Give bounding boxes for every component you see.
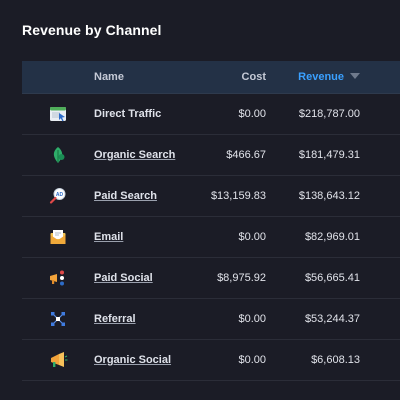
channel-name-link[interactable]: Referral [94,313,136,325]
megaphone-icon [22,350,94,370]
channel-name-link[interactable]: Organic Social [94,354,172,366]
cost-value: $466.67 [226,149,266,161]
cost-value: $13,159.83 [210,190,266,202]
column-header-cost[interactable]: Cost [241,71,266,83]
channel-name-link[interactable]: Paid Search [94,190,157,202]
table-row: Paid Social $8,975.92 $56,665.41 [22,258,400,299]
table-row: Email $0.00 $82,969.01 [22,217,400,258]
cost-value: $0.00 [238,354,266,366]
column-header-name[interactable]: Name [94,71,124,83]
card-title: Revenue by Channel [22,22,162,38]
svg-text:AD: AD [56,192,64,198]
revenue-value: $138,643.12 [298,190,360,202]
envelope-icon [22,227,94,247]
megaphone-social-icon [22,268,94,288]
revenue-value: $6,608.13 [311,354,360,366]
browser-window-icon [22,104,94,124]
channel-name-link[interactable]: Organic Search [94,149,176,161]
cost-value: $8,975.92 [217,272,266,284]
channel-name: Direct Traffic [94,108,162,120]
channel-name-link[interactable]: Paid Social [94,272,153,284]
table-row: Referral $0.00 $53,244.37 [22,299,400,340]
table-row: Organic Search $466.67 $181,479.31 [22,135,400,176]
column-header-revenue[interactable]: Revenue [266,71,360,83]
cost-value: $0.00 [238,231,266,243]
table-row: Direct Traffic $0.00 $218,787.00 [22,94,400,135]
revenue-value: $53,244.37 [304,313,360,325]
revenue-value: $82,969.01 [304,231,360,243]
cost-value: $0.00 [238,313,266,325]
magnifier-ad-icon: AD [22,186,94,206]
table-header: Name Cost Revenue [22,61,400,94]
channel-name-link[interactable]: Email [94,231,124,243]
channel-table: Name Cost Revenue Direct Traffic $0.00 [22,61,400,381]
column-header-revenue-label: Revenue [298,71,344,83]
revenue-value: $181,479.31 [298,149,360,161]
revenue-value: $56,665.41 [304,272,360,284]
leaf-icon [22,145,94,165]
caret-down-icon [350,71,360,83]
revenue-value: $218,787.00 [298,108,360,120]
cost-value: $0.00 [238,108,266,120]
network-nodes-icon [22,309,94,329]
table-row: Organic Social $0.00 $6,608.13 [22,340,400,381]
table-row: AD Paid Search $13,159.83 $138,643.12 [22,176,400,217]
